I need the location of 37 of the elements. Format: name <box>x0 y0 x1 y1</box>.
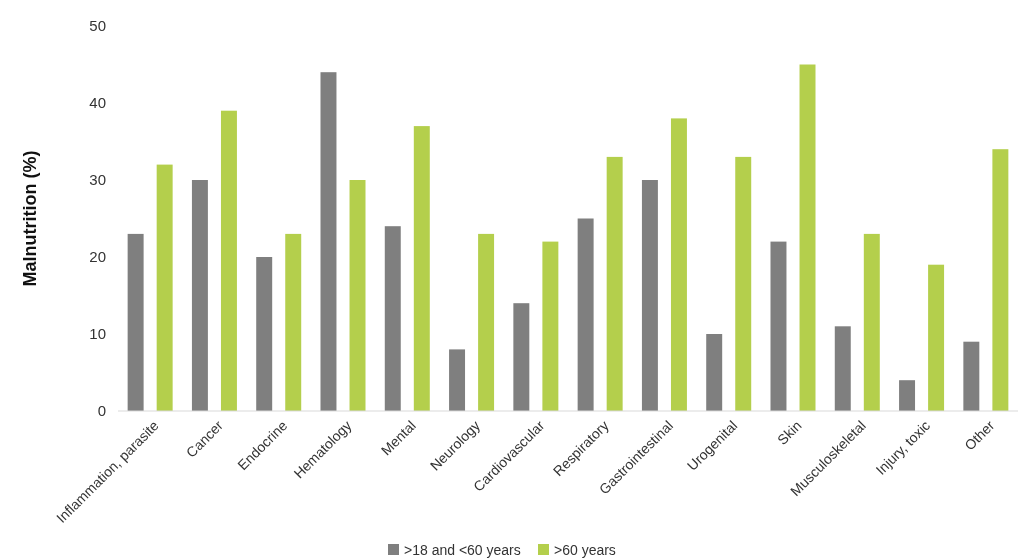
bar <box>799 64 816 411</box>
y-tick-label: 0 <box>97 402 106 420</box>
bar <box>449 349 466 411</box>
bar <box>384 226 401 411</box>
bar <box>256 257 273 411</box>
bar <box>542 241 559 411</box>
bar <box>928 264 945 411</box>
bar <box>706 334 723 411</box>
bar <box>641 180 658 411</box>
bar <box>191 180 208 411</box>
bar <box>349 180 366 411</box>
bar <box>513 303 530 411</box>
bar <box>413 126 430 411</box>
bar <box>478 233 495 411</box>
y-tick-label: 30 <box>89 171 106 189</box>
bar <box>899 380 916 411</box>
bar <box>320 72 337 411</box>
y-tick-label: 40 <box>89 94 106 112</box>
y-tick-label: 50 <box>89 17 106 35</box>
bar <box>156 164 173 411</box>
bar <box>577 218 594 411</box>
bar <box>992 149 1009 411</box>
bar <box>670 118 687 411</box>
bar <box>285 233 302 411</box>
legend-label: >18 and <60 years <box>404 541 521 558</box>
bar <box>606 156 623 411</box>
y-axis-title: Malnutrition (%) <box>20 150 40 287</box>
bar <box>834 326 851 411</box>
legend-label: >60 years <box>554 541 616 558</box>
bar <box>963 341 980 411</box>
bar <box>863 233 880 411</box>
y-tick-label: 20 <box>89 248 106 266</box>
bar <box>770 241 787 411</box>
bar <box>220 110 237 411</box>
bar <box>127 233 144 411</box>
bar <box>735 156 752 411</box>
y-tick-label: 10 <box>89 325 106 343</box>
